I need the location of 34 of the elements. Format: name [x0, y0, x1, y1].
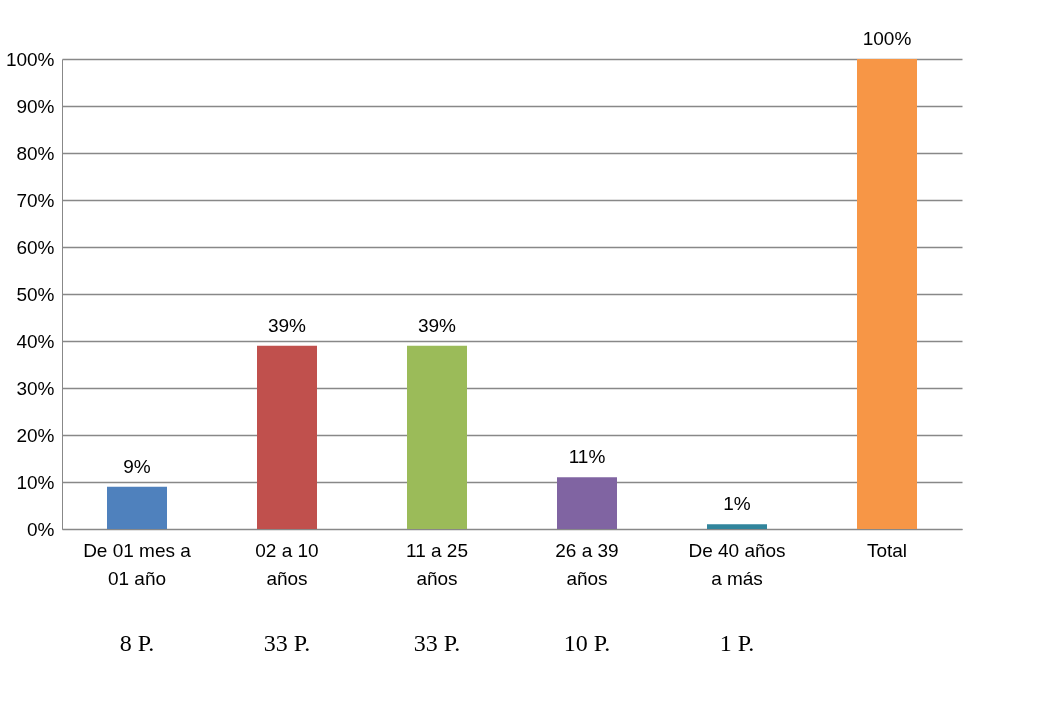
x-tick-label: 11 a 25 años: [406, 539, 468, 589]
bar: [707, 524, 767, 529]
data-label: 39%: [267, 314, 307, 336]
bar: [407, 345, 467, 529]
data-label: 9%: [123, 455, 151, 477]
y-tick-label: 80%: [16, 142, 55, 164]
text: 33 P.: [413, 630, 461, 656]
x-tick-label: Total: [866, 539, 908, 561]
data-label: 1%: [723, 493, 751, 515]
y-tick-label: 90%: [16, 95, 55, 117]
y-tick-label: 100%: [5, 48, 55, 70]
x-tick-label: 02 a 10 años: [255, 539, 319, 589]
data-label: 100%: [862, 28, 912, 49]
bar: [257, 345, 317, 529]
data-label: 39%: [417, 314, 457, 336]
y-tick-label: 0%: [27, 518, 55, 540]
y-tick-label: 30%: [16, 377, 55, 399]
y-tick-label: 50%: [16, 283, 55, 305]
y-tick-label: 60%: [16, 236, 55, 258]
bar: [107, 486, 167, 529]
bar: [857, 59, 917, 529]
y-tick-label: 20%: [16, 424, 55, 446]
text: 33 P.: [263, 630, 311, 656]
y-tick-label: 70%: [16, 189, 55, 211]
text: 8 P.: [119, 630, 155, 656]
text: 10 P.: [563, 630, 611, 656]
y-tick-label: 40%: [16, 330, 55, 352]
text: 1 P.: [719, 630, 755, 656]
x-tick-label: De 01 mes a 01 año: [83, 539, 192, 589]
x-tick-label: De 40 años a más: [688, 539, 786, 589]
data-label: 11%: [568, 446, 606, 468]
bar: [557, 477, 617, 529]
x-tick-label: 26 a 39 años: [555, 539, 619, 589]
y-tick-label: 10%: [16, 471, 55, 493]
